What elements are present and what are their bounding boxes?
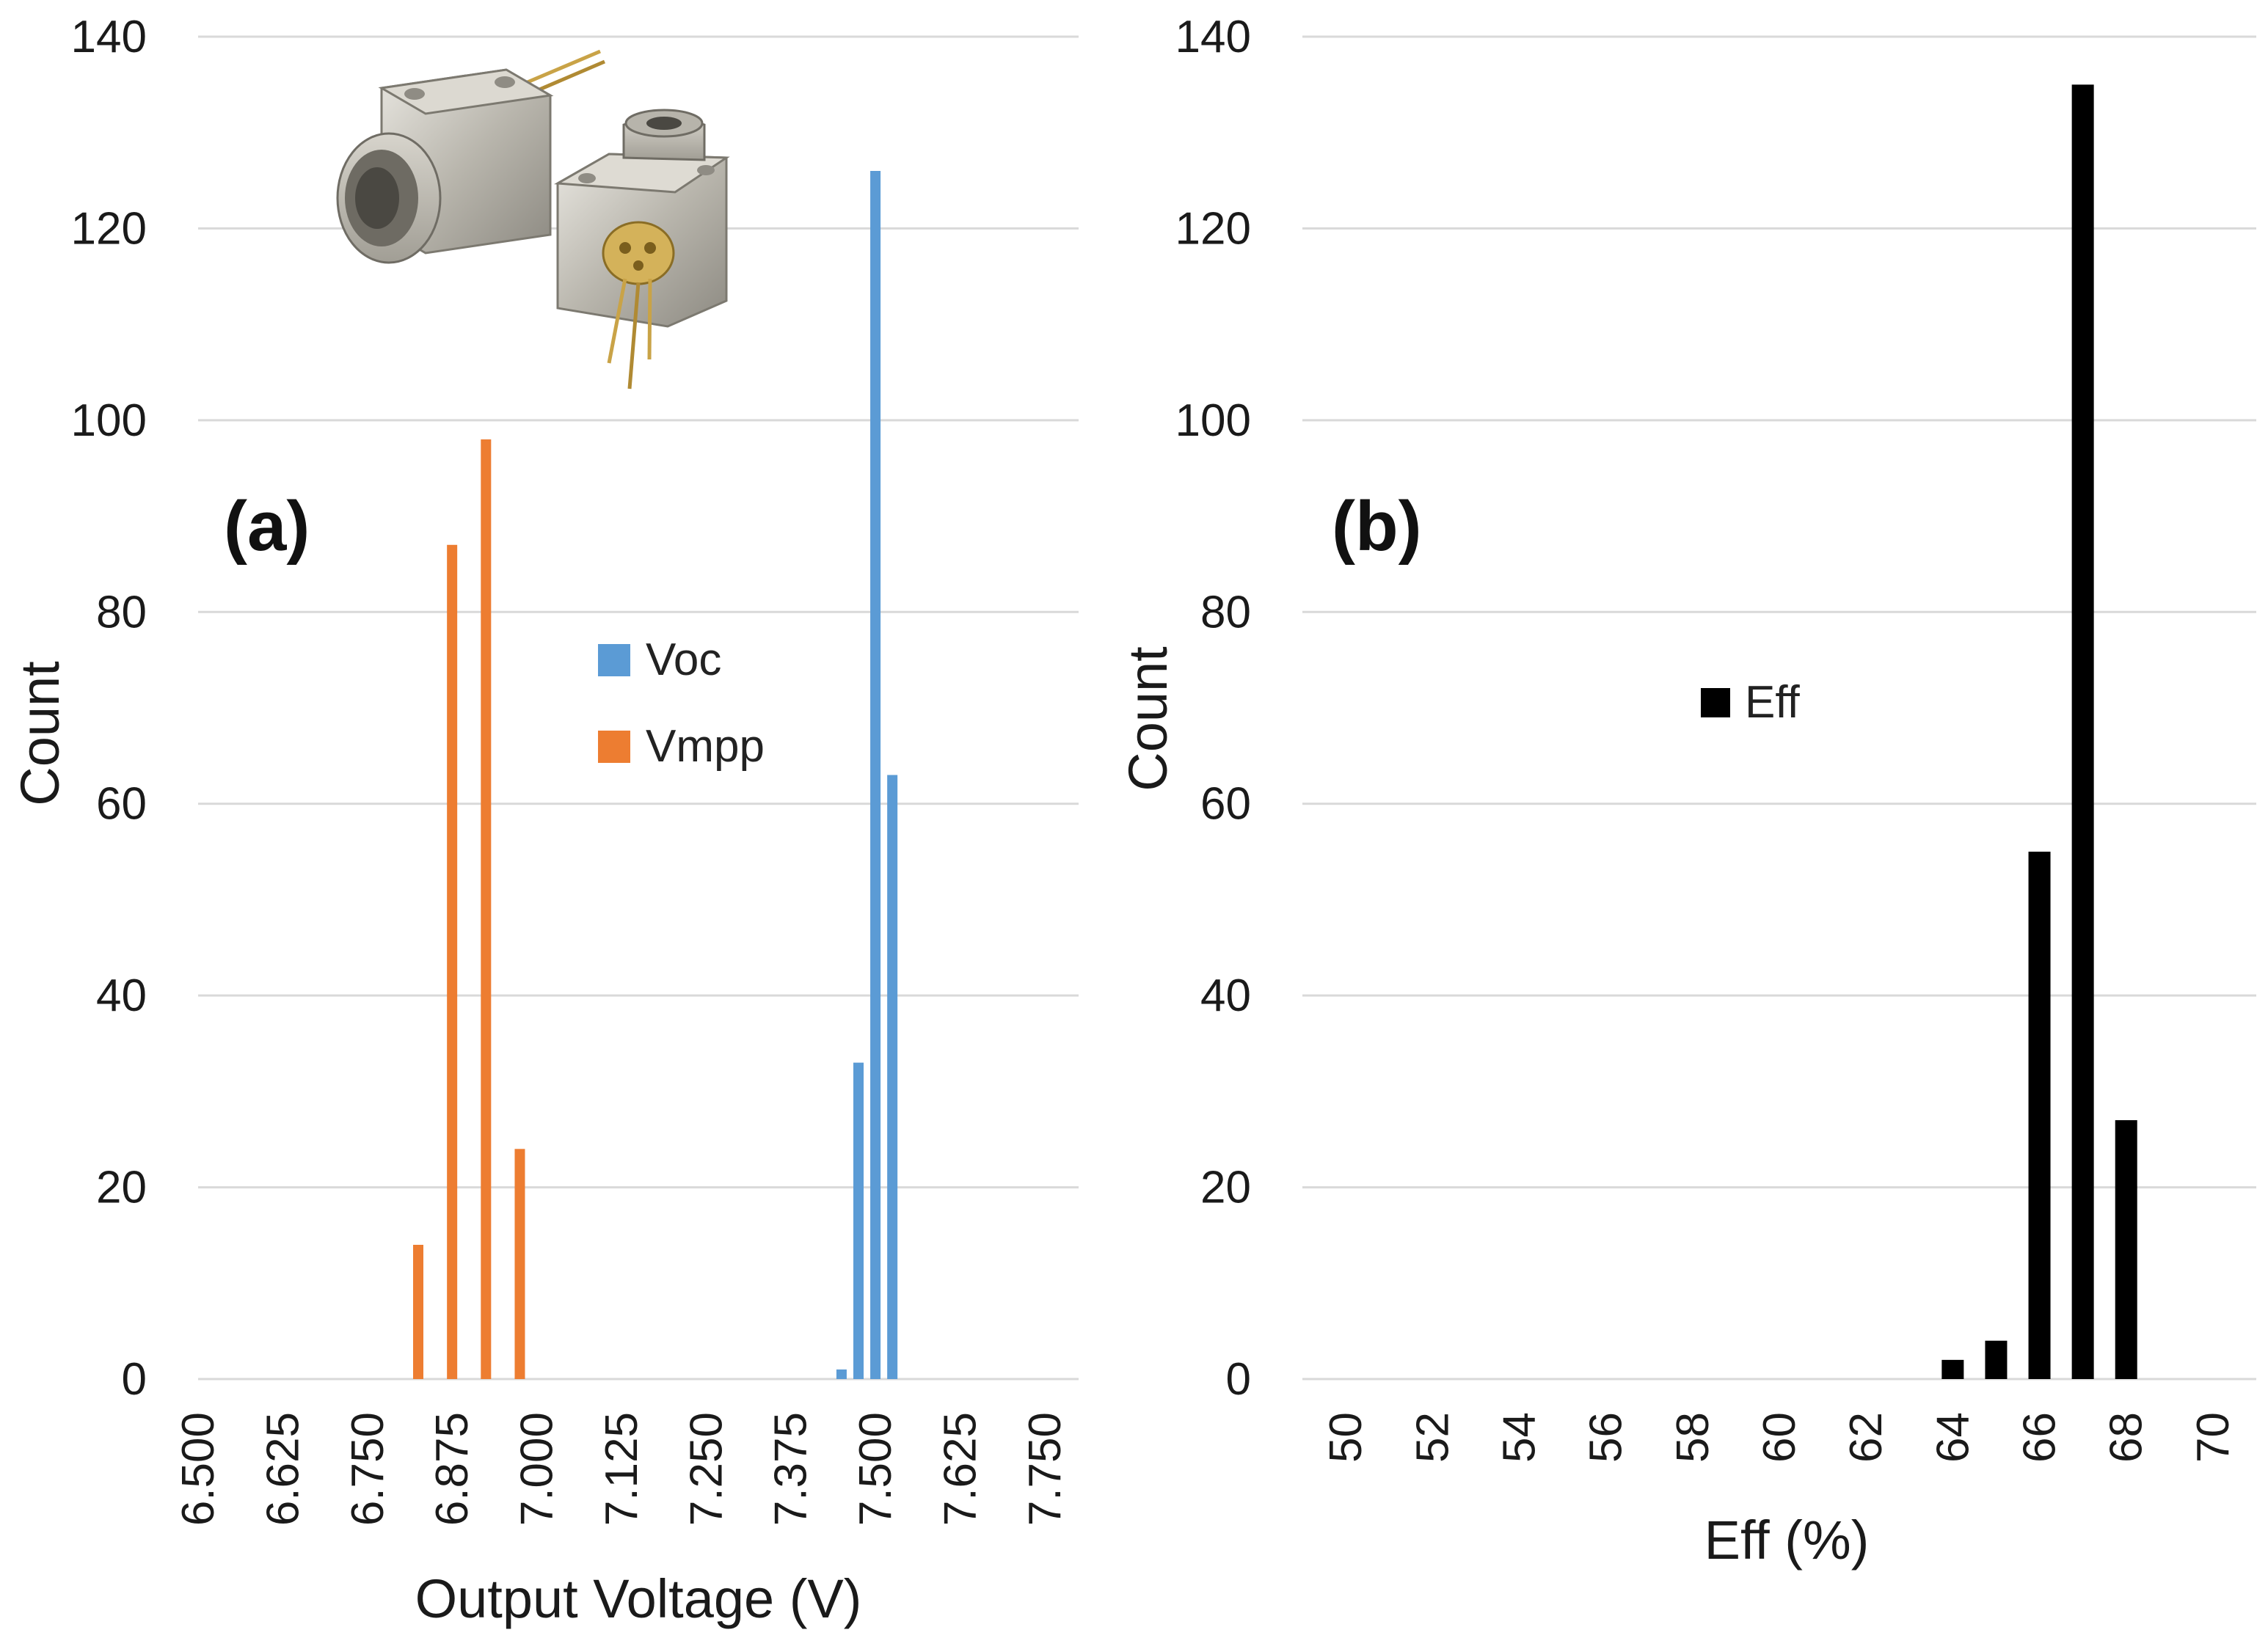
- x-tick-label: 7.625: [935, 1412, 985, 1526]
- x-tick-label: 7.750: [1020, 1412, 1071, 1526]
- legend-label-eff: Eff: [1745, 677, 1800, 728]
- x-tick-label: 54: [1494, 1412, 1545, 1463]
- y-tick-label: 140: [1175, 12, 1251, 62]
- y-tick-label: 60: [96, 779, 147, 830]
- panel-b-chart: 0 20 40 60 80 100 120 140 50 52 54 56 58 60 62 64 66 68 7…: [1117, 12, 2256, 1571]
- y-tick-label: 120: [71, 203, 147, 254]
- panel-b-bars: [1941, 84, 2137, 1379]
- photodetector-package-photo: [336, 49, 730, 390]
- x-tick-label: 7.000: [512, 1412, 563, 1526]
- x-tick-label: 7.125: [597, 1412, 647, 1526]
- bar-voc: [870, 171, 881, 1379]
- panel-b-gridlines: [1302, 35, 2256, 1381]
- panel-b-x-axis-title: Eff (%): [1704, 1510, 1870, 1571]
- y-tick-label: 60: [1200, 779, 1251, 830]
- panel-a-legend: Voc Vmpp: [598, 635, 765, 772]
- panel-a-y-axis-title: Count: [10, 661, 70, 806]
- x-tick-label: 6.750: [343, 1412, 393, 1526]
- bar-voc: [853, 1062, 864, 1379]
- panel-a-y-tick-labels: 0 20 40 60 80 100 120 140: [71, 12, 147, 1405]
- y-tick-label: 0: [122, 1354, 147, 1405]
- legend-swatch-eff: [1701, 688, 1730, 717]
- x-tick-label: 50: [1321, 1412, 1371, 1463]
- panel-b-legend: Eff: [1701, 677, 1800, 728]
- bar-vmpp: [514, 1149, 525, 1379]
- x-tick-label: 70: [2188, 1412, 2239, 1463]
- bar-eff: [2028, 852, 2051, 1379]
- x-tick-label: 66: [2015, 1412, 2065, 1463]
- panel-b-y-tick-labels: 0 20 40 60 80 100 120 140: [1175, 12, 1251, 1405]
- y-tick-label: 140: [71, 12, 147, 62]
- y-tick-label: 80: [1200, 587, 1251, 637]
- panel-a-label: (a): [224, 487, 310, 566]
- x-tick-label: 52: [1407, 1412, 1458, 1463]
- x-tick-label: 64: [1928, 1412, 1978, 1463]
- bar-voc: [836, 1369, 847, 1379]
- x-tick-label: 6.625: [258, 1412, 308, 1526]
- x-tick-label: 62: [1841, 1412, 1892, 1463]
- x-tick-label: 6.500: [173, 1412, 224, 1526]
- bar-vmpp: [413, 1245, 423, 1379]
- y-tick-label: 80: [96, 587, 147, 637]
- panel-a-x-axis-title: Output Voltage (V): [415, 1568, 862, 1629]
- y-tick-label: 20: [96, 1163, 147, 1213]
- x-tick-label: 7.500: [850, 1412, 901, 1526]
- y-tick-label: 40: [96, 970, 147, 1021]
- panel-a-chart: 0 20 40 60 80 100 120 140 6.500 6.625 6.750 6.875 7…: [10, 12, 1079, 1629]
- y-tick-label: 0: [1226, 1354, 1251, 1405]
- legend-swatch-voc: [598, 644, 630, 676]
- x-tick-label: 58: [1668, 1412, 1718, 1463]
- bar-eff: [2115, 1120, 2137, 1379]
- y-tick-label: 20: [1200, 1163, 1251, 1213]
- x-tick-label: 7.250: [681, 1412, 732, 1526]
- panel-b-label: (b): [1332, 487, 1422, 566]
- bar-eff: [1985, 1340, 2008, 1379]
- legend-label-vmpp: Vmpp: [646, 721, 765, 772]
- y-tick-label: 100: [71, 395, 147, 446]
- bar-vmpp: [481, 439, 492, 1379]
- panel-a-x-tick-labels: 6.500 6.625 6.750 6.875 7.000 7.125 7.250 7.375…: [173, 1412, 1071, 1526]
- y-tick-label: 120: [1175, 203, 1251, 254]
- x-tick-label: 56: [1581, 1412, 1632, 1463]
- x-tick-label: 68: [2101, 1412, 2152, 1463]
- x-tick-label: 7.375: [766, 1412, 817, 1526]
- y-tick-label: 100: [1175, 395, 1251, 446]
- panel-b-x-tick-labels: 50 52 54 56 58 60 62 64 66 68 70: [1321, 1412, 2239, 1463]
- x-tick-label: 60: [1754, 1412, 1805, 1463]
- x-tick-label: 6.875: [427, 1412, 478, 1526]
- panel-b-y-axis-title: Count: [1117, 646, 1178, 791]
- legend-label-voc: Voc: [646, 635, 721, 685]
- bar-eff: [1941, 1359, 1964, 1379]
- legend-swatch-vmpp: [598, 731, 630, 763]
- bar-eff: [2071, 84, 2094, 1379]
- y-tick-label: 40: [1200, 970, 1251, 1021]
- bar-voc: [887, 775, 898, 1379]
- bar-vmpp: [447, 544, 458, 1380]
- panel-a-bars: [413, 171, 898, 1380]
